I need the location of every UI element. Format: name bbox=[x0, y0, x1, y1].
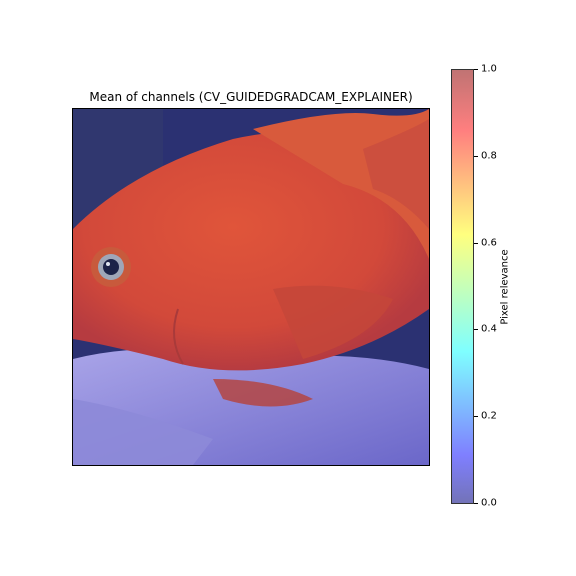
fish-pupil bbox=[103, 259, 119, 275]
colorbar-tick bbox=[474, 329, 478, 331]
colorbar bbox=[451, 69, 474, 504]
colorbar-tick-label: 0.8 bbox=[481, 150, 497, 162]
fish-eye-highlight bbox=[106, 262, 110, 266]
colorbar-tick-label: 0.2 bbox=[481, 410, 497, 422]
gill-line bbox=[173, 308, 184, 365]
tail-fin-right bbox=[363, 119, 429, 229]
colorbar-tick bbox=[474, 155, 478, 157]
colorbar-ticks: 0.0 0.2 0.4 0.6 0.8 1.0 bbox=[474, 0, 534, 576]
colorbar-label: Pixel relevance bbox=[499, 249, 511, 325]
relevance-heatmap-image bbox=[72, 108, 430, 466]
colorbar-gradient bbox=[452, 70, 473, 503]
lower-fin bbox=[213, 379, 313, 407]
colorbar-tick bbox=[474, 69, 478, 70]
colorbar-tick bbox=[474, 416, 478, 418]
colorbar-tick-label: 0.6 bbox=[481, 237, 497, 249]
colorbar-tick-label: 0.0 bbox=[481, 497, 497, 509]
colorbar-tick-label: 1.0 bbox=[481, 63, 497, 75]
colorbar-tick-label: 0.4 bbox=[481, 323, 497, 335]
fish-tail-fin bbox=[73, 399, 213, 465]
colorbar-tick bbox=[474, 503, 478, 504]
pectoral-fin bbox=[273, 285, 393, 359]
colorbar-tick bbox=[474, 242, 478, 244]
chart-title: Mean of channels (CV_GUIDEDGRADCAM_EXPLA… bbox=[89, 90, 413, 104]
